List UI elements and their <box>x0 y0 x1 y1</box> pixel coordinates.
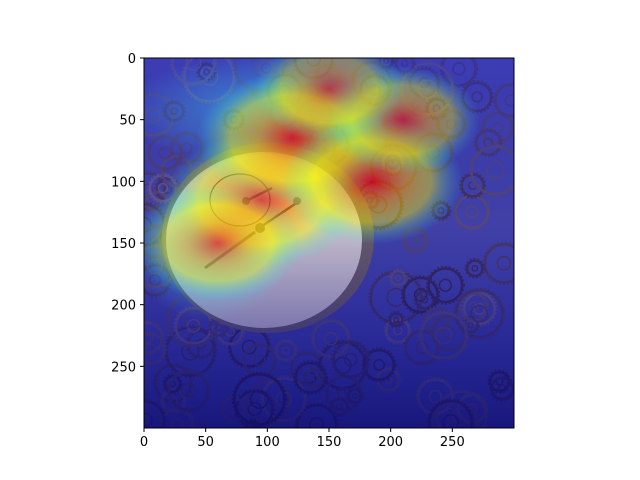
y-tick-label: 0 <box>128 52 136 67</box>
y-tick-label: 150 <box>111 237 136 252</box>
x-tick-label: 50 <box>197 435 214 450</box>
x-tick-label: 100 <box>255 435 280 450</box>
x-axis: 0 50 100 150 200 250 <box>140 428 465 450</box>
y-axis: 0 50 100 150 200 250 <box>111 52 144 375</box>
heat-hotspot <box>144 184 302 302</box>
x-tick-label: 250 <box>440 435 465 450</box>
y-tick-label: 50 <box>119 114 136 129</box>
y-tick-label: 200 <box>111 299 136 314</box>
heatmap-image <box>144 58 514 428</box>
y-tick-label: 250 <box>111 360 136 375</box>
heatmap-hotspots <box>144 58 481 302</box>
x-tick-label: 0 <box>140 435 148 450</box>
heat-hotspot <box>254 58 404 141</box>
x-tick-label: 150 <box>317 435 342 450</box>
y-tick-label: 100 <box>111 175 136 190</box>
x-tick-label: 200 <box>378 435 403 450</box>
